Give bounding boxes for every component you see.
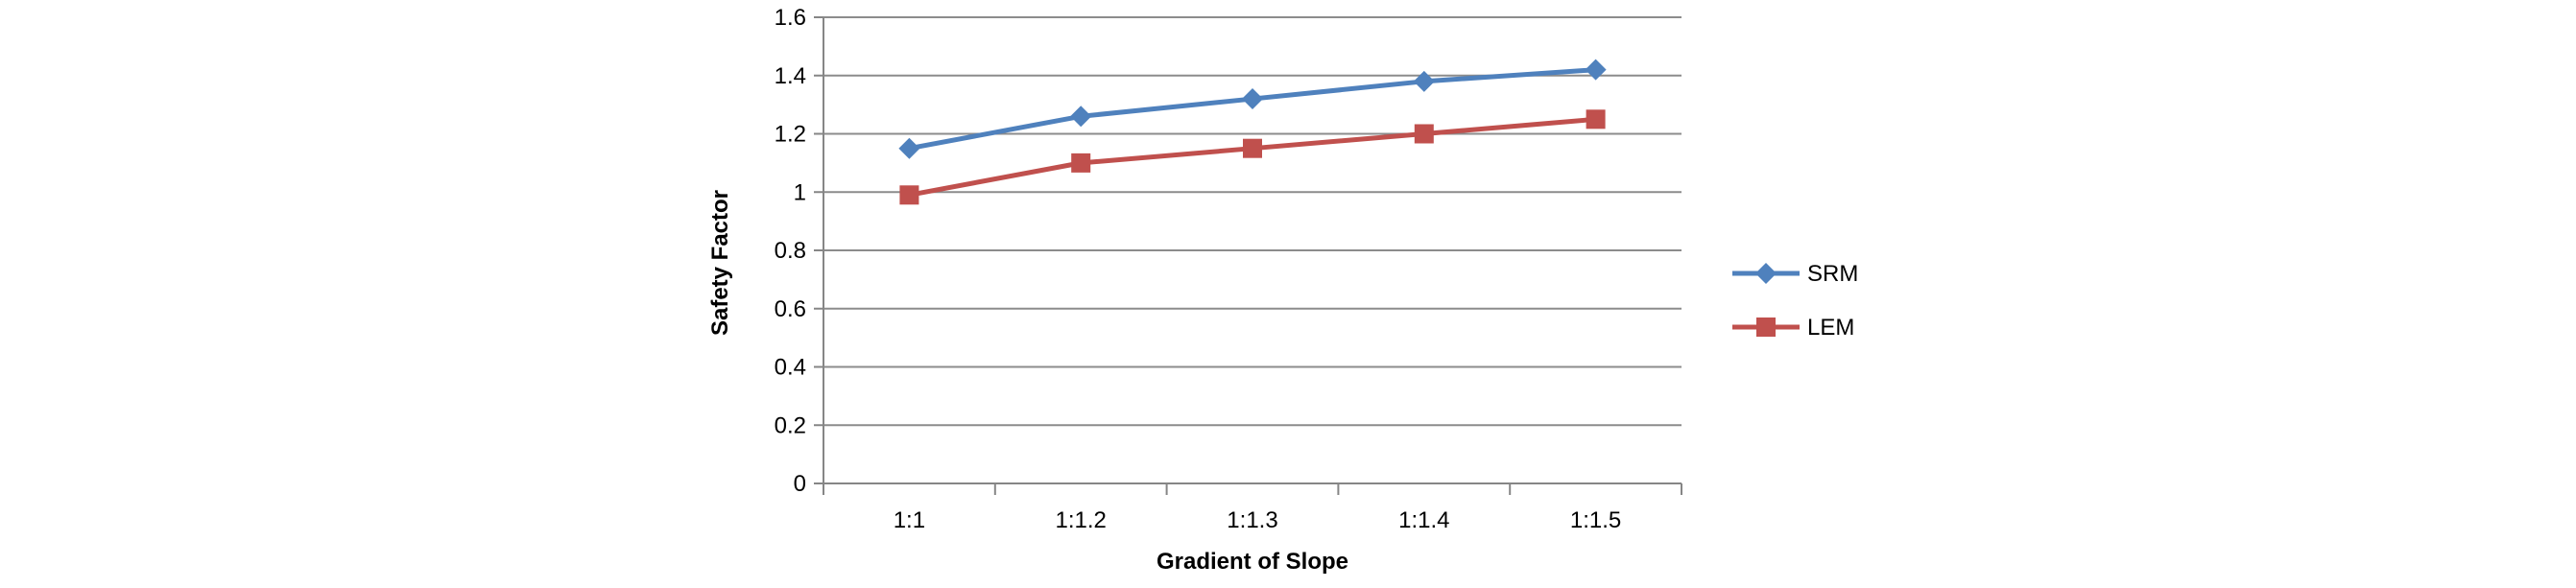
- x-tick-label: 1:1.4: [1398, 507, 1449, 533]
- data-point-srm: [1585, 59, 1607, 81]
- data-point-lem: [1071, 153, 1091, 173]
- y-tick-label: 1.4: [775, 63, 806, 89]
- y-tick-label: 0.8: [775, 238, 806, 264]
- y-tick-label: 0.6: [775, 296, 806, 322]
- data-point-srm: [1413, 70, 1435, 92]
- legend: SRM LEM: [1732, 261, 1858, 341]
- x-tick-label: 1:1.5: [1570, 507, 1621, 533]
- data-point-lem: [1414, 124, 1434, 144]
- x-tick-label: 1:1.2: [1056, 507, 1107, 533]
- y-tick-label: 0.2: [775, 412, 806, 438]
- series-layer: [898, 59, 1607, 205]
- data-point-lem: [899, 185, 919, 205]
- x-tick-label: 1:1.3: [1227, 507, 1277, 533]
- legend-label-lem: LEM: [1807, 315, 1854, 341]
- legend-marker-srm: [1755, 263, 1777, 284]
- x-axis-title: Gradient of Slope: [1157, 549, 1348, 575]
- y-tick-label: 1.6: [775, 5, 806, 31]
- legend-marker-lem: [1756, 318, 1776, 337]
- y-tick-label: 0.4: [775, 355, 806, 381]
- data-point-lem: [1586, 109, 1606, 129]
- axis-layer: 0 0.2 0.4 0.6 0.8 1 1.2 1.4 1.6 1:1 1:1.2 1:1.3 1:1.…: [775, 5, 1682, 533]
- y-axis-title: Safety Factor: [707, 190, 733, 336]
- data-point-srm: [1242, 88, 1263, 110]
- legend-label-srm: SRM: [1807, 261, 1858, 287]
- y-tick-label: 1: [794, 179, 806, 205]
- data-point-srm: [898, 137, 920, 159]
- x-tick-label: 1:1: [894, 507, 925, 533]
- y-tick-label: 0: [794, 471, 806, 497]
- data-point-srm: [1070, 106, 1092, 128]
- grid-layer: [823, 16, 1682, 484]
- data-point-lem: [1243, 138, 1262, 158]
- y-tick-label: 1.2: [775, 122, 806, 148]
